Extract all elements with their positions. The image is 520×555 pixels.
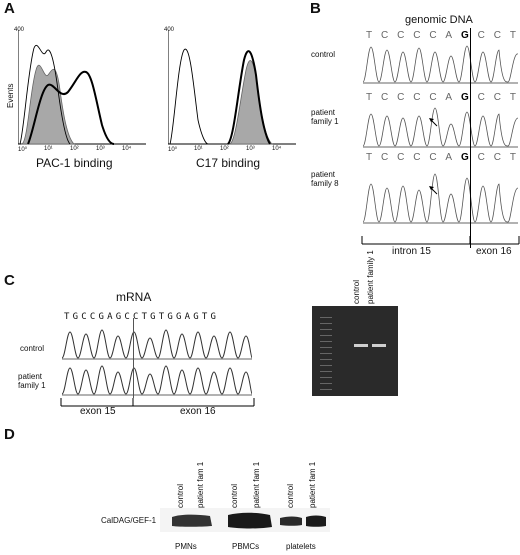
histogram-pac1 <box>18 30 146 145</box>
b-row2-label: patient <box>311 108 336 117</box>
c-row2-trace <box>62 365 252 396</box>
base: C <box>413 152 421 163</box>
base: C <box>477 92 485 103</box>
c-region-exon15: exon 15 <box>80 406 116 417</box>
c-boundary-line <box>133 318 134 398</box>
base: T <box>509 30 516 41</box>
base: C <box>477 30 485 41</box>
pac1-tick-1: 10¹ <box>44 146 53 152</box>
d-lane-5: control <box>286 483 295 508</box>
panel-d-letter: D <box>4 426 15 443</box>
gel-band-control <box>354 344 368 347</box>
b-row3-label2: family 8 <box>311 179 339 188</box>
panel-a-letter: A <box>4 0 15 17</box>
c17-tick-3: 10³ <box>246 146 255 152</box>
c-row2-label: patient <box>18 372 43 381</box>
panel-b-title: genomic DNA <box>405 14 473 26</box>
b-row1-label: control <box>311 50 336 59</box>
c17-x-label: C17 binding <box>196 156 261 170</box>
base: C <box>429 152 437 163</box>
gel-ladder <box>320 312 332 390</box>
b-boundary-line <box>470 28 471 248</box>
b-row2-bases: T C C C C A G C C T <box>366 92 516 103</box>
pac1-tick-2: 10² <box>70 146 79 152</box>
c17-tick-1: 10¹ <box>194 146 203 152</box>
base: T <box>366 30 373 41</box>
c-row1-trace <box>62 329 252 360</box>
base: T <box>509 92 516 103</box>
base: C <box>380 152 389 163</box>
c-row2-label2: family 1 <box>18 381 46 390</box>
base: T <box>366 92 373 103</box>
panel-a-left-ymax: 400 <box>14 27 25 33</box>
base: C <box>477 152 485 163</box>
gel-lane-label-patient: patient family 1 <box>366 250 375 304</box>
b-region-exon: exon 16 <box>476 246 512 257</box>
b-row2-label2: family 1 <box>311 117 339 126</box>
b-row1-trace <box>363 45 518 84</box>
base: C <box>413 92 421 103</box>
base: C <box>380 30 389 41</box>
pac1-tick-3: 10³ <box>96 146 105 152</box>
c-region-bracket <box>60 398 255 407</box>
b-row3-label: patient <box>311 170 336 179</box>
base: G <box>460 30 469 41</box>
panel-c-title: mRNA <box>116 290 152 304</box>
gel-band-patient <box>372 344 386 347</box>
base: C <box>493 152 501 163</box>
pac1-tick-4: 10⁴ <box>122 146 132 152</box>
base: C <box>493 30 501 41</box>
base: A <box>445 92 453 103</box>
c17-tick-4: 10⁴ <box>272 146 282 152</box>
panel-a-right-ymax: 400 <box>164 27 175 33</box>
d-group-platelets: platelets <box>286 542 316 551</box>
gel-lane-label-control: control <box>352 279 361 304</box>
c-row1-label: control <box>20 344 45 353</box>
base: C <box>413 30 421 41</box>
base: C <box>493 92 501 103</box>
panel-c-letter: C <box>4 272 15 289</box>
histogram-c17 <box>168 30 296 145</box>
base: A <box>445 152 453 163</box>
c17-tick-2: 10² <box>220 146 229 152</box>
b-region-intron: intron 15 <box>392 246 431 257</box>
b-row3-trace <box>363 173 518 224</box>
c17-tick-0: 10⁰ <box>168 147 178 153</box>
base: T <box>366 152 373 163</box>
d-lane-3: control <box>230 483 239 508</box>
d-lane-6: patient fam 1 <box>308 461 317 508</box>
b-region-bracket <box>361 236 520 245</box>
base: C <box>397 92 405 103</box>
d-group-pmns: PMNs <box>175 542 197 551</box>
base: A <box>445 30 453 41</box>
c-region-exon16: exon 16 <box>180 406 216 417</box>
base: C <box>429 30 437 41</box>
pac1-x-label: PAC-1 binding <box>36 156 113 170</box>
agarose-gel <box>312 306 398 396</box>
base: C <box>397 152 405 163</box>
panel-a-y-axis-label: Events <box>6 83 15 108</box>
base: C <box>429 92 437 103</box>
c-sequence: TGCCGAGCCTGTGGAGTG <box>64 312 220 322</box>
d-group-pbmcs: PBMCs <box>232 542 260 551</box>
panel-b-letter: B <box>310 0 321 17</box>
d-lane-2: patient fam 1 <box>196 461 205 508</box>
base: C <box>380 92 389 103</box>
b-row3-bases: T C C C C A G C C T <box>366 152 516 163</box>
d-band-label: CalDAG/GEF-1 <box>101 516 157 525</box>
gel-lane-label-patient-text: patient family 1 <box>366 250 375 304</box>
d-lane-1: control <box>176 483 185 508</box>
base: G <box>460 152 469 163</box>
b-row1-bases: T C C C C A G C C T <box>366 30 516 41</box>
b-row2-trace <box>363 107 518 148</box>
western-blot <box>160 508 330 532</box>
base: C <box>397 30 405 41</box>
base: T <box>509 152 516 163</box>
pac1-tick-0: 10⁰ <box>18 147 28 153</box>
d-lane-4: patient fam 1 <box>252 461 261 508</box>
base: G <box>460 92 469 103</box>
